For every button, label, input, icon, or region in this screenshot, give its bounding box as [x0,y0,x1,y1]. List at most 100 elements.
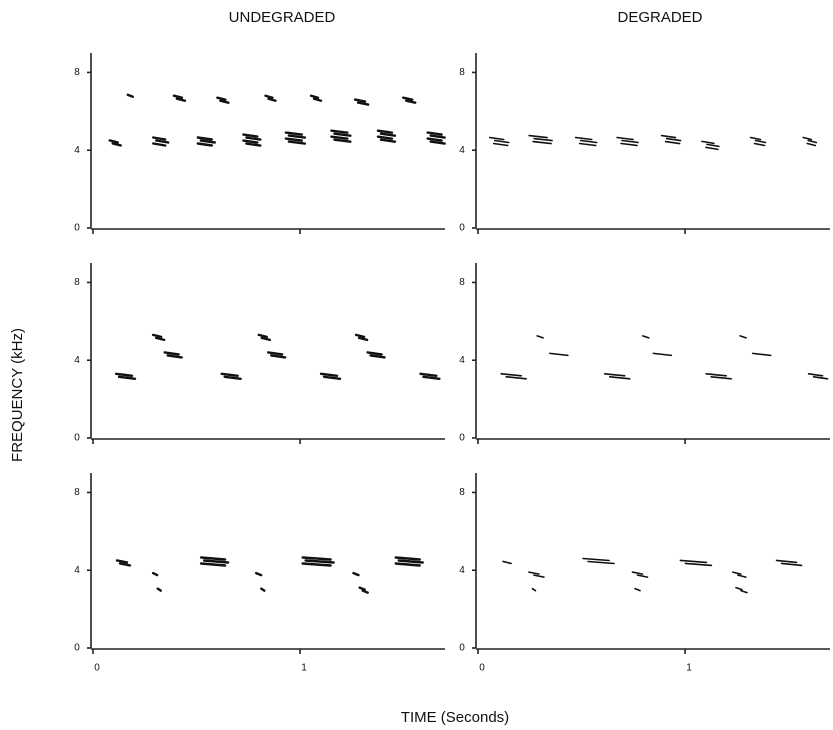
spectrogram-note [732,571,742,575]
spectrogram-note [333,132,352,137]
spectrogram-note [426,131,443,136]
spectrogram-note [780,562,803,567]
spectrogram-note [608,375,631,380]
spectrogram-note [631,571,644,575]
spectrogram-note [352,571,360,577]
spectrogram-note [735,586,743,591]
y-tick-label: 8 [74,277,80,288]
spectrogram-note [151,333,163,339]
column-title: UNDEGRADED [229,9,336,26]
spectrogram-note [528,134,548,139]
x-tick-label: 1 [686,663,692,674]
y-tick-label: 4 [459,145,465,156]
spectrogram-note [549,352,569,357]
spectrogram-note [330,135,349,140]
spectrogram-note [812,375,829,380]
spectrogram-note [397,559,424,564]
spectrogram-note [267,351,284,356]
y-axis-label: FREQUENCY (kHz) [9,328,26,462]
spectrogram-note [245,142,262,147]
spectrogram-note [528,571,540,575]
spectrogram-note [330,129,349,134]
y-tick-label: 8 [459,277,465,288]
spectrogram-note [701,140,715,145]
spectrogram-note [151,571,159,577]
spectrogram-note [175,97,187,102]
spectrogram-note [710,375,732,380]
spectrogram-note [202,559,230,564]
spectrogram-note [684,562,713,567]
spectrogram-note [587,560,615,565]
y-tick-label: 8 [459,487,465,498]
spectrogram-note [706,143,720,148]
spectrogram-note [270,354,287,359]
spectrogram-note [260,587,266,592]
spectrogram-note [155,139,170,144]
y-tick-label: 4 [74,355,80,366]
spectrogram-note [322,375,342,380]
spectrogram-note [260,336,271,342]
spectrogram-note [636,574,649,578]
spectrogram-note [216,96,227,101]
spectrogram-note [242,133,259,138]
spectrogram-note [616,136,634,141]
spectrogram-note [199,556,227,561]
y-tick-label: 0 [74,433,80,444]
spectrogram-note [220,372,239,377]
spectrogram-note [114,372,134,377]
spectrogram-note [603,372,626,377]
spectrogram-note [379,132,397,137]
spectrogram-note [301,562,332,567]
spectrogram-note [665,137,682,142]
spectrogram-note [304,559,335,564]
spectrogram-note [533,137,553,142]
spectrogram-note [333,138,352,143]
spectrogram-note [807,372,824,377]
spectrogram-note [108,139,119,144]
spectrogram-note [679,559,708,564]
spectrogram-note [492,142,509,147]
spectrogram-note [264,94,274,99]
y-tick-label: 4 [459,565,465,576]
spectrogram-note [254,571,263,577]
spectrogram-note [807,139,818,144]
spectrogram-note [422,375,441,380]
spectrogram-note [152,142,167,147]
y-tick-label: 8 [459,67,465,78]
spectrogram-note [312,97,323,102]
spectrogram-note [369,354,386,359]
spectrogram-note [196,142,214,147]
spectrogram-note [500,372,523,377]
spectrogram-note [751,352,772,357]
spectrogram-note [152,136,167,141]
spectrogram-note [163,351,180,356]
spectrogram-note [402,96,414,101]
spectrogram-note [429,140,446,145]
y-tick-label: 4 [74,145,80,156]
spectrogram-note [358,586,366,591]
spectrogram-note [199,562,227,567]
x-tick-label: 0 [479,663,485,674]
spectrogram-note [126,93,134,98]
spectrogram-note [634,587,641,592]
spectrogram-note [242,139,259,144]
spectrogram-note [223,375,242,380]
spectrogram-note [287,140,307,145]
spectrogram-note [705,372,727,377]
spectrogram-note [353,98,367,103]
y-tick-label: 4 [459,355,465,366]
spectrogram-note [502,560,512,565]
spectrogram-note [154,336,166,342]
spectrogram-note [405,99,417,104]
spectrogram-note [394,556,421,561]
spectrogram-note [620,142,638,147]
spectrogram-note [749,136,762,141]
spectrogram-note [574,136,593,141]
spectrogram-note [641,335,650,339]
spectrogram-note [287,134,307,139]
spectrogram-note [199,139,217,144]
spectrogram-note [366,351,383,356]
spectrogram-note [737,574,747,578]
spectrogram-note [705,146,719,151]
